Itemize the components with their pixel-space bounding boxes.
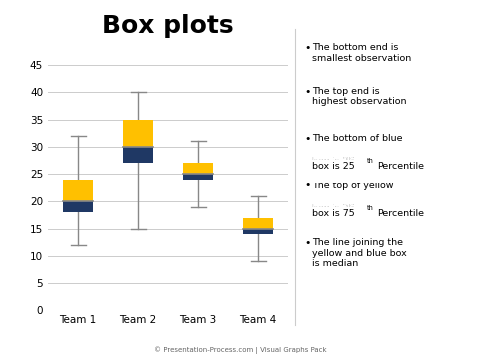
Bar (63, 201, 93, 212)
Bar (123, 119, 153, 147)
Text: •: • (305, 238, 311, 248)
Text: The bottom of blue: The bottom of blue (312, 134, 403, 153)
Text: box is 25: box is 25 (312, 157, 355, 166)
Text: •: • (305, 43, 311, 53)
Text: box is 25th Percentile: box is 25th Percentile (312, 157, 415, 166)
Text: th: th (367, 158, 374, 164)
Text: box is 75th: box is 75th (312, 204, 364, 213)
Bar (183, 163, 213, 174)
Text: Percentile: Percentile (377, 209, 424, 218)
Bar (243, 229, 273, 234)
Text: •: • (305, 134, 311, 144)
Text: The top end is
highest observation: The top end is highest observation (312, 87, 407, 106)
Text: The line joining the
yellow and blue box
is median: The line joining the yellow and blue box… (312, 238, 407, 268)
Bar (243, 218, 273, 229)
Text: Percentile: Percentile (377, 162, 424, 171)
Bar (123, 147, 153, 163)
Text: The bottom end is
smallest observation: The bottom end is smallest observation (312, 43, 411, 63)
Text: box is 75: box is 75 (312, 204, 355, 213)
Text: © Presentation-Process.com | Visual Graphs Pack: © Presentation-Process.com | Visual Grap… (154, 346, 326, 354)
Text: Box plots: Box plots (102, 14, 234, 38)
Bar (63, 179, 93, 201)
Text: •: • (305, 87, 311, 97)
Text: box is 75: box is 75 (312, 209, 355, 218)
Text: •: • (305, 180, 311, 191)
Text: th: th (367, 205, 374, 211)
Text: box is 75th Percentile: box is 75th Percentile (312, 204, 415, 213)
Text: box is 25: box is 25 (312, 162, 355, 171)
Text: box is 25th: box is 25th (312, 157, 364, 166)
Bar (183, 174, 213, 179)
Text: The top of yellow: The top of yellow (312, 180, 394, 200)
